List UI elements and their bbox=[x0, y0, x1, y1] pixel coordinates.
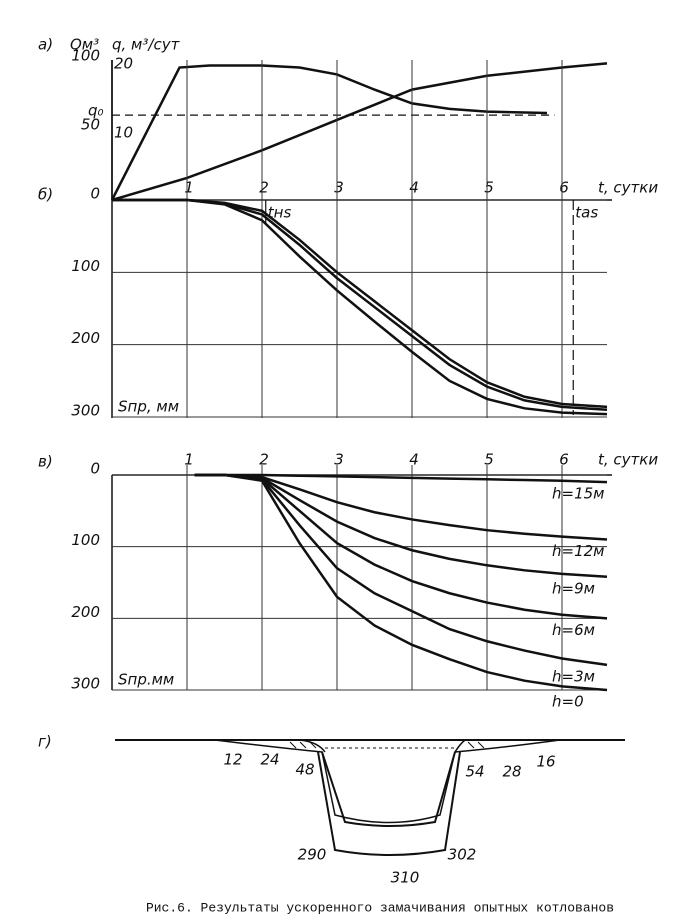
curve bbox=[194, 473, 608, 667]
curve bbox=[112, 198, 608, 409]
section-label: 24 bbox=[260, 751, 279, 769]
cross-section-drawing bbox=[115, 739, 625, 856]
annotation-label: tнs bbox=[268, 204, 292, 222]
series-label: h=6м bbox=[552, 621, 595, 639]
x-tick-label: 5 bbox=[484, 451, 494, 469]
y2-axis-label: q, м³/сут bbox=[112, 36, 181, 54]
panel-label: а) bbox=[38, 36, 53, 54]
curve bbox=[194, 473, 608, 484]
panel-label: г) bbox=[38, 733, 52, 751]
y-tick-label: 0 bbox=[90, 460, 100, 478]
caption: Рис.6. Результаты ускоренного замачивани… bbox=[146, 900, 614, 915]
annotation-label: tas bbox=[575, 204, 598, 222]
y-tick-label: 0 bbox=[90, 185, 100, 203]
y-tick-label: 200 bbox=[71, 329, 100, 347]
panel-label: б) bbox=[38, 186, 53, 204]
y-tick-label: 100 bbox=[71, 257, 100, 275]
section-label: 28 bbox=[502, 763, 521, 781]
x-tick-label: 5 bbox=[484, 179, 494, 197]
section-label: 290 bbox=[298, 846, 327, 864]
curve bbox=[194, 473, 608, 541]
curve bbox=[112, 198, 608, 416]
series-label: h=0 bbox=[552, 693, 584, 711]
series-label: h=9м bbox=[552, 579, 595, 597]
curve bbox=[194, 473, 608, 692]
section-label: 48 bbox=[295, 761, 314, 779]
section-label: 54 bbox=[465, 763, 484, 781]
section-label: 310 bbox=[391, 869, 420, 887]
x-axis-label: t, сутки bbox=[598, 179, 658, 197]
section-label: 16 bbox=[536, 753, 555, 771]
y2-tick-label: 10 bbox=[114, 124, 133, 142]
reference-label: q₀ bbox=[88, 102, 104, 120]
x-tick-label: 2 bbox=[259, 179, 269, 197]
y-axis-label: Sпр.мм bbox=[118, 671, 174, 689]
curve bbox=[111, 62, 608, 202]
x-tick-label: 2 bbox=[259, 451, 269, 469]
y-tick-label: 100 bbox=[71, 531, 100, 549]
y2-tick-label: 20 bbox=[114, 55, 133, 73]
x-tick-label: 1 bbox=[184, 179, 194, 197]
panel-label: в) bbox=[38, 453, 53, 471]
section-label: 12 bbox=[223, 751, 242, 769]
y-tick-label: 100 bbox=[71, 47, 100, 65]
x-tick-label: 6 bbox=[559, 451, 569, 469]
curve bbox=[194, 473, 608, 579]
x-axis-label: t, сутки bbox=[598, 451, 658, 469]
y-tick-label: 300 bbox=[71, 402, 100, 420]
series-label: h=15м bbox=[552, 485, 604, 503]
curve bbox=[112, 198, 608, 412]
y-tick-label: 300 bbox=[71, 675, 100, 693]
x-tick-label: 4 bbox=[409, 179, 419, 197]
x-tick-label: 1 bbox=[184, 451, 194, 469]
y-axis-label: Sпр, мм bbox=[118, 398, 179, 416]
y-axis-label: Qм³ bbox=[70, 36, 99, 54]
x-tick-label: 3 bbox=[334, 451, 344, 469]
series-label: h=3м bbox=[552, 667, 595, 685]
section-label: 302 bbox=[448, 846, 477, 864]
y-tick-label: 50 bbox=[81, 116, 100, 134]
x-tick-label: 4 bbox=[409, 451, 419, 469]
y-tick-label: 200 bbox=[71, 603, 100, 621]
series-label: h=12м bbox=[552, 542, 604, 560]
x-tick-label: 6 bbox=[559, 179, 569, 197]
x-tick-label: 3 bbox=[334, 179, 344, 197]
